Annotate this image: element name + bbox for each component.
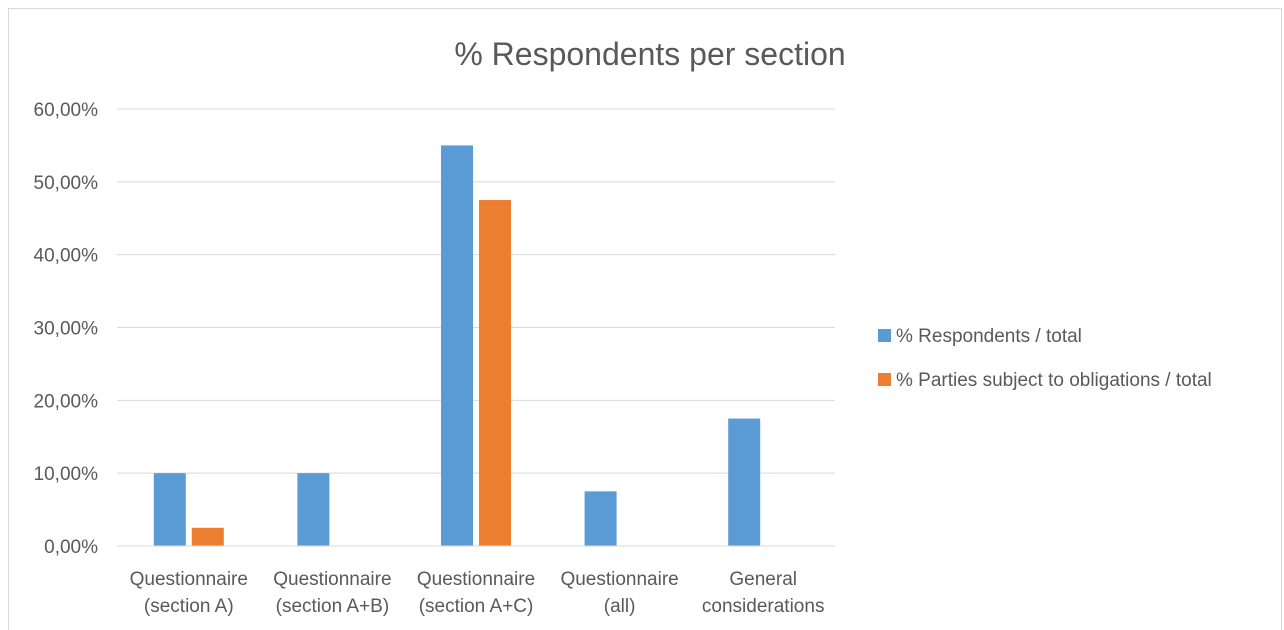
legend: % Respondents / total % Parties subject t… <box>878 326 1212 391</box>
x-category-label: Questionnaire <box>273 569 391 590</box>
x-category-label: Questionnaire <box>417 569 535 590</box>
y-tick-label: 40,00% <box>34 246 99 267</box>
gridlines <box>117 108 835 474</box>
bar-respondents <box>728 418 761 546</box>
y-tick-label: 30,00% <box>34 319 99 340</box>
y-tick-label: 0,00% <box>44 537 98 558</box>
x-category-label: (section A) <box>144 596 234 617</box>
x-category-label: (section A+B) <box>276 596 390 617</box>
y-axis-ticks: 0,00% 10,00% 20,00% 30,00% 40,00% 50,00% 60,00… <box>34 100 99 558</box>
bars <box>153 145 761 546</box>
x-category-label: considerations <box>702 596 825 617</box>
x-category-label: (section A+C) <box>419 596 534 617</box>
legend-label: % Parties subject to obligations / total <box>896 370 1212 391</box>
x-axis-categories: Questionnaire (section A) Questionnaire (se… <box>130 569 825 617</box>
bar-respondents <box>441 145 473 546</box>
y-tick-label: 60,00% <box>34 100 99 121</box>
bar-parties <box>479 200 511 546</box>
chart-frame <box>8 8 1282 630</box>
y-tick-label: 50,00% <box>34 173 99 194</box>
y-tick-label: 20,00% <box>34 391 99 412</box>
bar-respondents <box>297 473 330 546</box>
x-category-label: Questionnaire <box>130 569 248 590</box>
legend-label: % Respondents / total <box>896 326 1082 347</box>
legend-swatch <box>878 373 891 386</box>
chart-title: % Respondents per section <box>454 36 845 72</box>
x-category-label: Questionnaire <box>560 569 678 590</box>
bar-respondents <box>153 473 186 546</box>
x-category-label: (all) <box>604 596 636 617</box>
y-tick-label: 10,00% <box>34 464 99 485</box>
legend-swatch <box>878 329 891 342</box>
bar-respondents <box>584 491 617 546</box>
x-category-label: General <box>729 569 797 590</box>
bar-parties <box>191 527 224 546</box>
